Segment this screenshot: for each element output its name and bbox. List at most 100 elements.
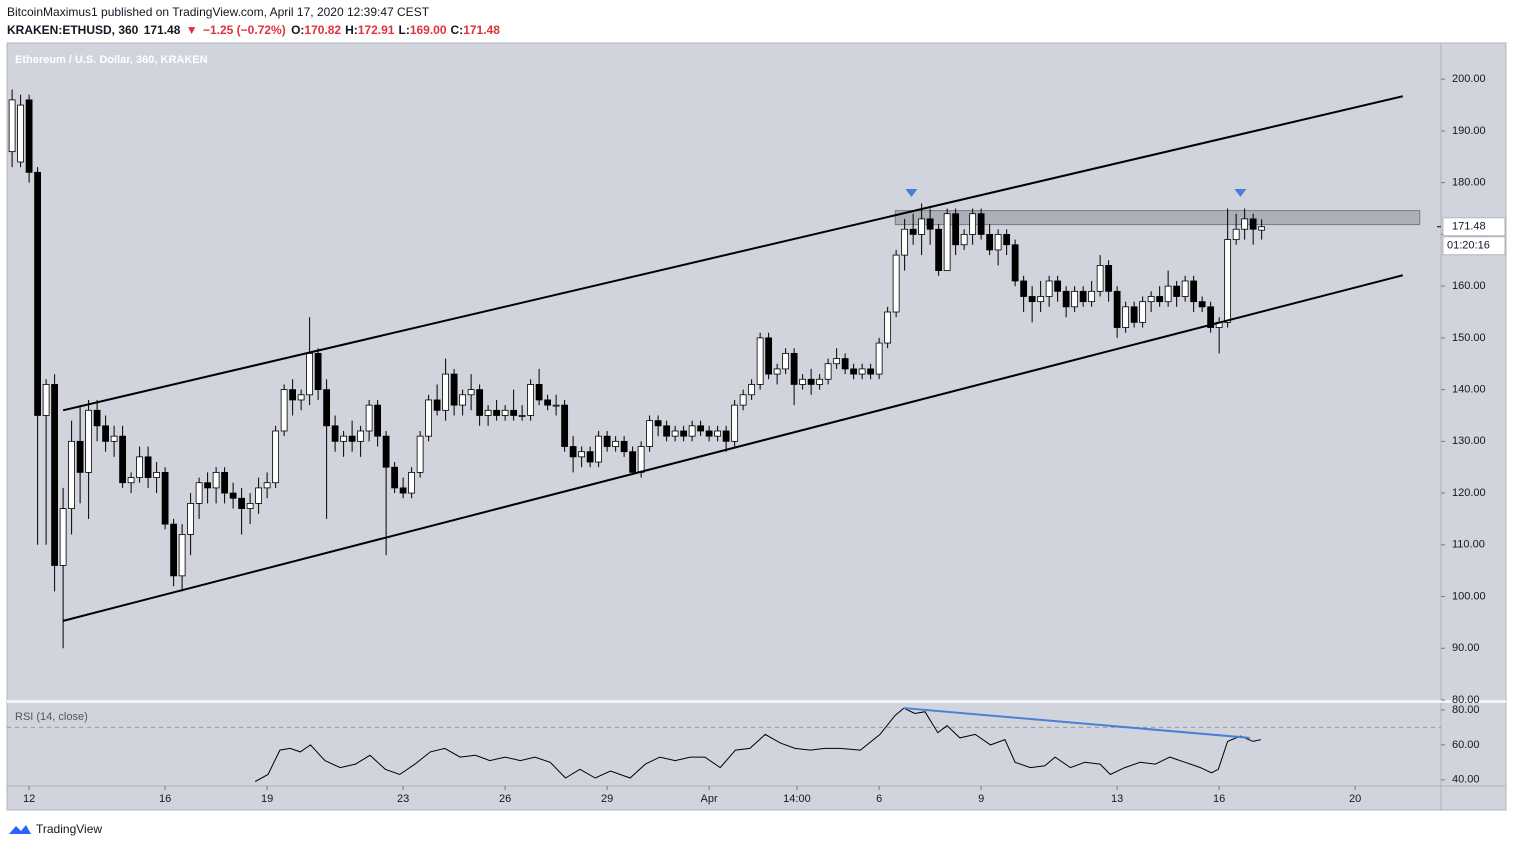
candle-body — [1079, 290, 1087, 303]
candle-body — [569, 446, 577, 458]
candle-body — [348, 435, 356, 442]
candle-body — [42, 384, 50, 416]
logo — [9, 825, 31, 834]
candle-body — [306, 352, 314, 396]
candle-body — [731, 404, 739, 442]
candle-body — [1130, 306, 1138, 323]
candle-body — [1198, 301, 1206, 308]
candle-body — [1011, 244, 1019, 282]
candle-body — [637, 446, 645, 473]
y-tick-label: 160.00 — [1452, 280, 1486, 292]
y-tick-label: 200.00 — [1452, 73, 1486, 85]
candle-body — [884, 311, 892, 344]
candle-body — [501, 409, 509, 416]
candle-body — [510, 409, 518, 416]
candle-body — [986, 234, 994, 251]
y-tick-label: 80.00 — [1452, 694, 1480, 706]
x-tick-label: 9 — [978, 793, 984, 805]
candle-body — [144, 456, 152, 478]
y-tick-label: 190.00 — [1452, 125, 1486, 137]
candle-body — [425, 399, 433, 437]
candle-body — [102, 425, 110, 442]
x-tick-label: 13 — [1111, 793, 1123, 805]
candle-body — [136, 456, 144, 478]
candle-body — [722, 430, 730, 442]
y-tick-label: 40.00 — [1452, 774, 1480, 786]
candle-body — [688, 425, 696, 437]
x-tick-label: 26 — [499, 793, 511, 805]
rsi-trendline — [903, 707, 1250, 739]
candle-body — [773, 368, 781, 375]
candle-body — [1062, 290, 1070, 308]
candle-body — [229, 492, 237, 499]
y-tick-label: 100.00 — [1452, 590, 1486, 602]
candle-body — [705, 430, 713, 437]
y-tick-label: 150.00 — [1452, 332, 1486, 344]
candle-body — [263, 482, 271, 489]
candle-body — [280, 389, 288, 432]
candle-body — [476, 389, 484, 416]
top-marker — [1234, 189, 1247, 198]
candle-body — [238, 497, 246, 509]
candle-body — [246, 503, 254, 509]
candle-body — [399, 487, 407, 494]
candle-body — [187, 503, 195, 535]
candle-body — [646, 420, 654, 447]
ohlc-value: 172.91 — [357, 23, 395, 37]
candle-body — [1173, 285, 1181, 297]
candle-body — [1241, 218, 1249, 230]
y-tick-label: 60.00 — [1452, 739, 1480, 751]
candle-body — [765, 337, 773, 375]
candle-body — [178, 534, 186, 577]
candle-body — [127, 477, 135, 484]
candle-body — [416, 435, 424, 473]
candle-body — [1156, 296, 1164, 303]
candle-body — [1096, 265, 1104, 292]
footer-brand: TradingView — [36, 822, 103, 836]
candle-body — [484, 409, 492, 416]
candle-body — [824, 363, 832, 380]
candle-body — [654, 420, 662, 427]
symbol: KRAKEN:ETHUSD, 360 — [7, 23, 139, 37]
y-tick-label: 140.00 — [1452, 384, 1486, 396]
candle-body — [603, 435, 611, 447]
symbol-line: KRAKEN:ETHUSD, 360 171.48 ▼ −1.25 (−0.72… — [7, 23, 506, 37]
candle-body — [382, 435, 390, 468]
ohlc-value: 170.82 — [304, 23, 342, 37]
candle-body — [68, 440, 76, 509]
ohlc-value: 169.00 — [409, 23, 447, 37]
candle-body — [1037, 296, 1045, 303]
candle-body — [892, 254, 900, 313]
candle-body — [578, 451, 586, 458]
candle-body — [170, 523, 178, 577]
candle-body — [1224, 239, 1232, 323]
channel-line — [62, 274, 1403, 622]
resistance-zone — [894, 210, 1421, 226]
ohlc-key: O: — [291, 23, 305, 37]
candle-body — [442, 373, 450, 411]
candle-body — [1122, 306, 1130, 328]
x-tick-label: 6 — [876, 793, 882, 805]
candle-body — [782, 352, 790, 370]
x-tick-label: 29 — [601, 793, 613, 805]
ohlc-key: L: — [398, 23, 410, 37]
rsi-line — [254, 707, 1261, 782]
last-price-box — [1442, 217, 1506, 237]
countdown-box — [1442, 236, 1506, 256]
candle-body — [221, 471, 229, 494]
candle-body — [110, 435, 118, 442]
candle-body — [1003, 234, 1011, 246]
candle-body — [25, 99, 33, 173]
channel-line — [62, 95, 1403, 412]
candle-body — [8, 99, 16, 153]
y-tick-label: 80.00 — [1452, 704, 1480, 716]
chart: Ethereum / U.S. Dollar, 360, KRAKEN RSI … — [6, 42, 1507, 811]
candle-body — [93, 409, 101, 427]
candle-body — [17, 104, 25, 163]
candle-body — [119, 435, 127, 484]
x-tick-label: 20 — [1349, 793, 1361, 805]
candle-body — [620, 440, 628, 453]
candle-body — [612, 440, 620, 447]
candle-body — [255, 487, 263, 504]
